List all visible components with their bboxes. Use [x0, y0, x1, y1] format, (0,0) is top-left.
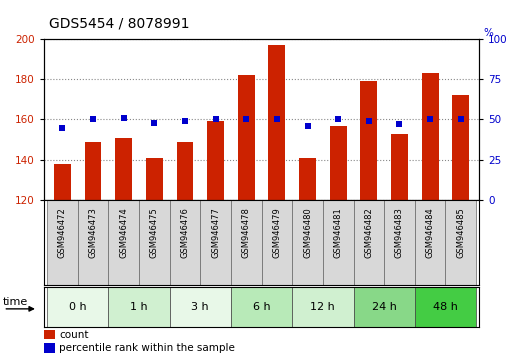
Text: 24 h: 24 h [372, 302, 397, 312]
Bar [445, 200, 476, 285]
Point [365, 118, 373, 124]
Bar [330, 126, 347, 200]
Text: GSM946472: GSM946472 [58, 207, 67, 258]
Point [304, 123, 312, 129]
Bar [44, 343, 55, 353]
Point [273, 117, 281, 122]
Text: GSM946475: GSM946475 [150, 207, 159, 258]
Point [211, 117, 220, 122]
Point [150, 120, 159, 126]
Bar [292, 287, 353, 327]
Point [242, 117, 250, 122]
Text: GSM946481: GSM946481 [334, 207, 343, 258]
Point [181, 118, 189, 124]
Point [334, 117, 342, 122]
Bar [361, 81, 377, 200]
Bar [238, 75, 255, 200]
Text: GSM946479: GSM946479 [272, 207, 281, 258]
Bar [84, 142, 102, 200]
Text: GSM946478: GSM946478 [242, 207, 251, 258]
Point [89, 117, 97, 122]
Point [120, 115, 128, 121]
Bar [299, 158, 316, 200]
Text: GSM946480: GSM946480 [303, 207, 312, 258]
Bar [47, 287, 108, 327]
Bar [384, 200, 415, 285]
Bar [353, 287, 415, 327]
Bar [116, 138, 132, 200]
Bar [139, 200, 170, 285]
Bar [200, 200, 231, 285]
Text: 12 h: 12 h [310, 302, 335, 312]
Bar [262, 200, 292, 285]
Text: GSM946476: GSM946476 [180, 207, 190, 258]
Bar [146, 158, 163, 200]
Text: GSM946485: GSM946485 [456, 207, 465, 258]
Bar [415, 200, 445, 285]
Text: 6 h: 6 h [253, 302, 270, 312]
Bar [353, 200, 384, 285]
Text: 0 h: 0 h [69, 302, 87, 312]
Bar [292, 200, 323, 285]
Bar [78, 200, 108, 285]
Text: GSM946473: GSM946473 [89, 207, 97, 258]
Text: GDS5454 / 8078991: GDS5454 / 8078991 [49, 16, 190, 30]
Bar [415, 287, 476, 327]
Text: 48 h: 48 h [433, 302, 458, 312]
Point [395, 121, 404, 127]
Bar [108, 200, 139, 285]
Text: GSM946477: GSM946477 [211, 207, 220, 258]
Text: 1 h: 1 h [130, 302, 148, 312]
Bar [231, 200, 262, 285]
Text: percentile rank within the sample: percentile rank within the sample [59, 343, 235, 353]
Bar [231, 287, 292, 327]
Text: 3 h: 3 h [192, 302, 209, 312]
Text: time: time [3, 297, 28, 307]
Bar [268, 45, 285, 200]
Bar [177, 142, 193, 200]
Bar [108, 287, 170, 327]
Bar [452, 95, 469, 200]
Point [58, 125, 66, 130]
Text: GSM946484: GSM946484 [426, 207, 435, 258]
Bar [391, 133, 408, 200]
Bar [54, 164, 71, 200]
Bar [170, 287, 231, 327]
Bar [323, 200, 353, 285]
Bar [207, 121, 224, 200]
Bar [422, 73, 439, 200]
Bar [44, 330, 55, 339]
Text: GSM946482: GSM946482 [364, 207, 373, 258]
Point [457, 117, 465, 122]
Text: %: % [483, 28, 493, 38]
Bar [170, 200, 200, 285]
Bar [47, 200, 78, 285]
Text: count: count [59, 330, 89, 340]
Text: GSM946474: GSM946474 [119, 207, 128, 258]
Point [426, 117, 434, 122]
Text: GSM946483: GSM946483 [395, 207, 404, 258]
